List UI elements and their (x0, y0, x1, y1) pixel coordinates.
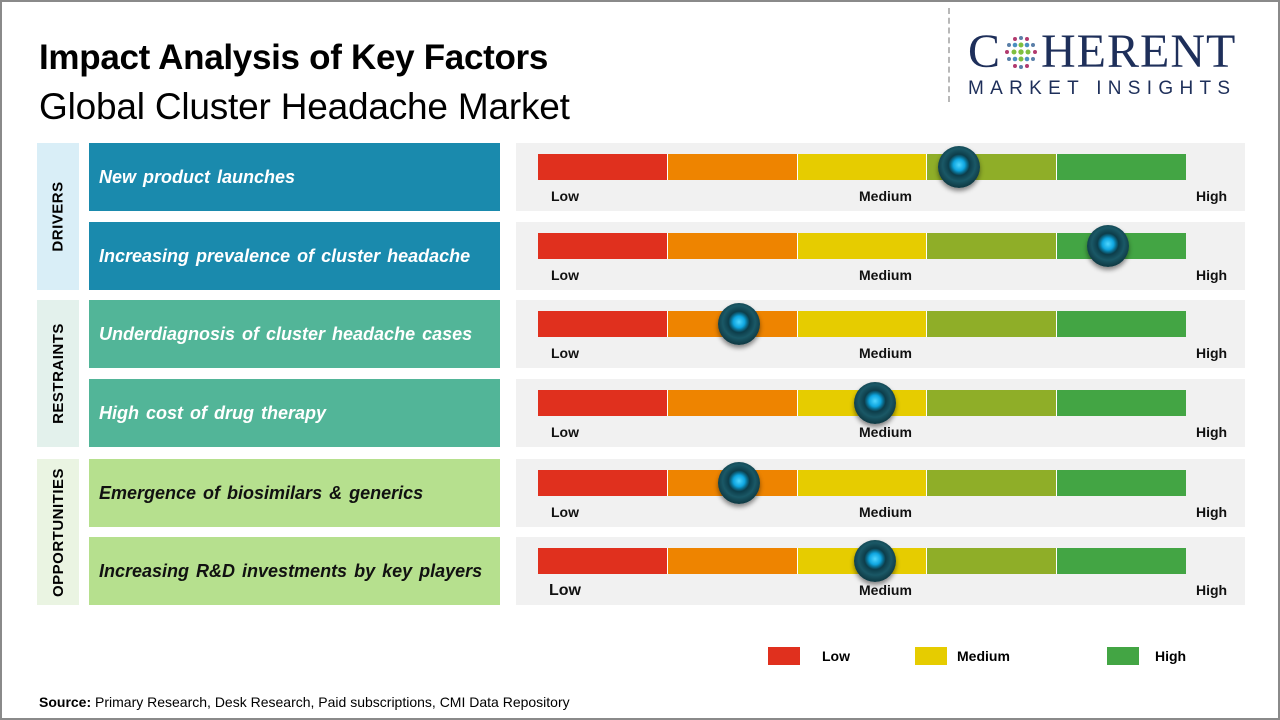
company-logo: C HERENT MARKET INSIGHTS (968, 25, 1268, 100)
logo-wordmark: HERENT (1041, 25, 1237, 78)
impact-gauge: Low Medium High (516, 379, 1245, 447)
factor-box: Underdiagnosis of cluster headache cases (89, 300, 500, 368)
scale-label-low: Low (551, 188, 579, 204)
scale-label-medium: Medium (859, 267, 912, 283)
impact-gauge: Low Medium High (516, 222, 1245, 290)
impact-marker-knob-icon (717, 462, 760, 504)
legend-item-low: Low (768, 647, 850, 665)
impact-gauge: Low Medium High (516, 300, 1245, 368)
scale-label-high: High (1196, 188, 1228, 204)
logo-letter-c: C (968, 25, 1002, 78)
globe-dots-icon (1003, 34, 1039, 70)
scale-label-low: Low (551, 267, 579, 283)
scale-label-medium: Medium (859, 504, 912, 520)
impact-scale-bar (538, 470, 1186, 496)
page-subtitle: Global Cluster Headache Market (39, 86, 570, 127)
source-note: Source: Primary Research, Desk Research,… (39, 694, 570, 710)
factor-box: Increasing prevalence of cluster headach… (89, 222, 500, 290)
scale-label-low: Low (551, 504, 579, 520)
scale-label-low: Low (549, 582, 581, 599)
legend-swatch-medium (915, 647, 947, 665)
category-label-drivers: DRIVERS (37, 143, 79, 290)
impact-scale-bar (538, 154, 1186, 180)
legend-item-medium: Medium (915, 647, 1010, 665)
page-title: Impact Analysis of Key Factors (39, 38, 549, 77)
scale-label-high: High (1196, 504, 1228, 520)
impact-gauge: Low Medium High (516, 459, 1245, 527)
scale-label-medium: Medium (859, 424, 912, 440)
impact-marker-knob-icon (853, 382, 896, 424)
factor-box: Increasing R&D investments by key player… (89, 537, 500, 605)
impact-marker-knob-icon (853, 540, 896, 582)
impact-marker-knob-icon (1087, 225, 1130, 267)
impact-marker-knob-icon (717, 303, 760, 345)
scale-label-high: High (1196, 267, 1228, 283)
scale-label-high: High (1196, 582, 1228, 598)
category-label-restraints: RESTRAINTS (37, 300, 79, 447)
legend-item-high: High (1107, 647, 1186, 665)
scale-label-medium: Medium (859, 188, 912, 204)
impact-gauge: Low Medium High (516, 143, 1245, 211)
impact-scale-bar (538, 311, 1186, 337)
category-label-opportunities: OPPORTUNITIES (37, 459, 79, 605)
factor-box: New product launches (89, 143, 500, 211)
impact-gauge: Low Medium High (516, 537, 1245, 605)
scale-label-low: Low (551, 424, 579, 440)
scale-label-low: Low (551, 345, 579, 361)
scale-label-medium: Medium (859, 582, 912, 598)
scale-label-medium: Medium (859, 345, 912, 361)
logo-tagline: MARKET INSIGHTS (968, 78, 1237, 99)
impact-scale-bar (538, 548, 1186, 574)
scale-label-high: High (1196, 345, 1228, 361)
factor-box: High cost of drug therapy (89, 379, 500, 447)
legend-swatch-high (1107, 647, 1139, 665)
impact-marker-knob-icon (938, 146, 981, 188)
scale-label-high: High (1196, 424, 1228, 440)
logo-divider (948, 8, 950, 102)
factor-box: Emergence of biosimilars & generics (89, 459, 500, 527)
legend-swatch-low (768, 647, 800, 665)
